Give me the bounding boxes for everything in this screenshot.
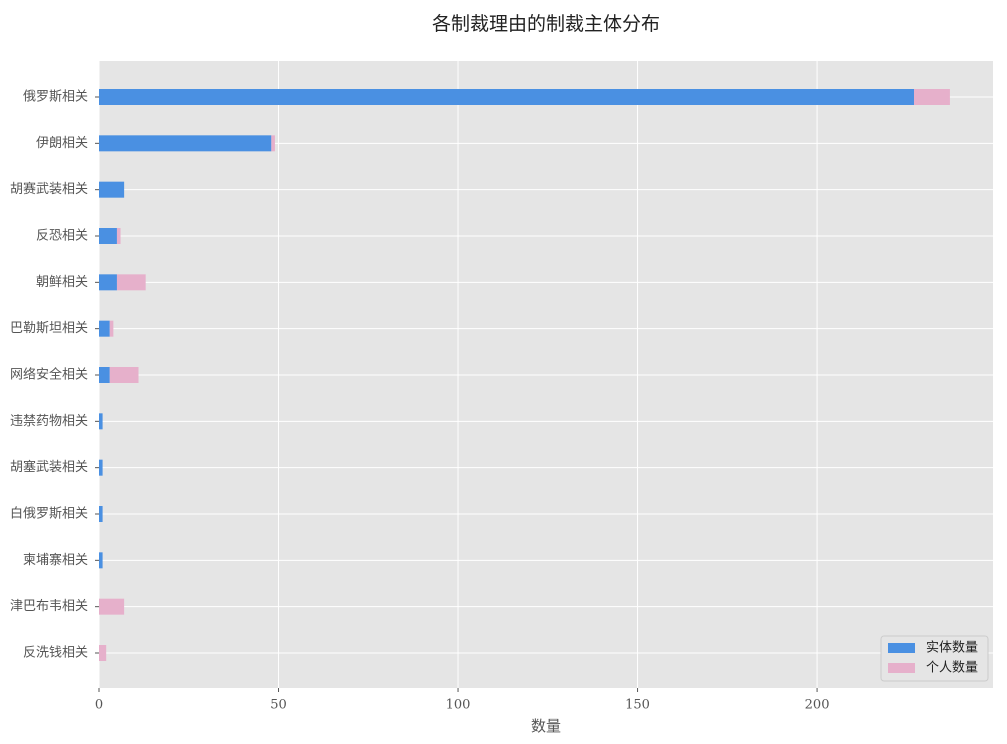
bar (99, 598, 125, 615)
legend-label: 个人数量 (926, 661, 978, 676)
x-tick-label: 100 (446, 698, 471, 713)
bar (914, 89, 950, 105)
y-tick-label: 巴勒斯坦相关 (10, 321, 88, 336)
y-tick-label: 网络安全相关 (10, 367, 88, 383)
bar (99, 181, 125, 198)
y-tick-label: 朝鲜相关 (36, 275, 88, 290)
y-tick-label: 胡塞武装相关 (10, 459, 88, 475)
bar (99, 506, 103, 522)
bar (116, 274, 146, 291)
bar (99, 552, 103, 569)
bar (99, 459, 103, 476)
bar (99, 274, 117, 291)
y-tick-label: 白俄罗斯相关 (10, 506, 88, 522)
bar (99, 367, 110, 383)
legend-swatch (888, 643, 915, 653)
y-tick-label: 俄罗斯相关 (23, 90, 88, 105)
x-tick-label: 50 (270, 698, 287, 713)
bar (99, 413, 103, 430)
bar (109, 320, 114, 337)
y-tick-label: 违禁药物相关 (10, 414, 88, 429)
bar (99, 228, 117, 244)
bar (99, 135, 272, 152)
y-tick-label: 柬埔寨相关 (23, 552, 88, 568)
x-axis-label: 数量 (531, 717, 561, 735)
x-tick-label: 0 (95, 698, 103, 713)
y-tick-label: 反洗钱相关 (23, 646, 88, 661)
x-tick-label: 200 (805, 698, 830, 713)
bar (271, 135, 275, 152)
chart-title: 各制裁理由的制裁主体分布 (432, 13, 660, 35)
bar (99, 320, 110, 337)
y-tick-label: 反恐相关 (36, 229, 88, 244)
x-tick-label: 150 (625, 698, 650, 713)
y-tick-label: 伊朗相关 (36, 136, 88, 151)
bar (99, 645, 107, 661)
bar (116, 228, 121, 244)
y-tick-label: 津巴布韦相关 (10, 599, 88, 614)
legend-swatch (888, 663, 915, 673)
bar (109, 367, 139, 383)
bar (99, 89, 915, 105)
legend-label: 实体数量 (926, 641, 978, 656)
y-tick-label: 胡赛武装相关 (10, 181, 88, 197)
